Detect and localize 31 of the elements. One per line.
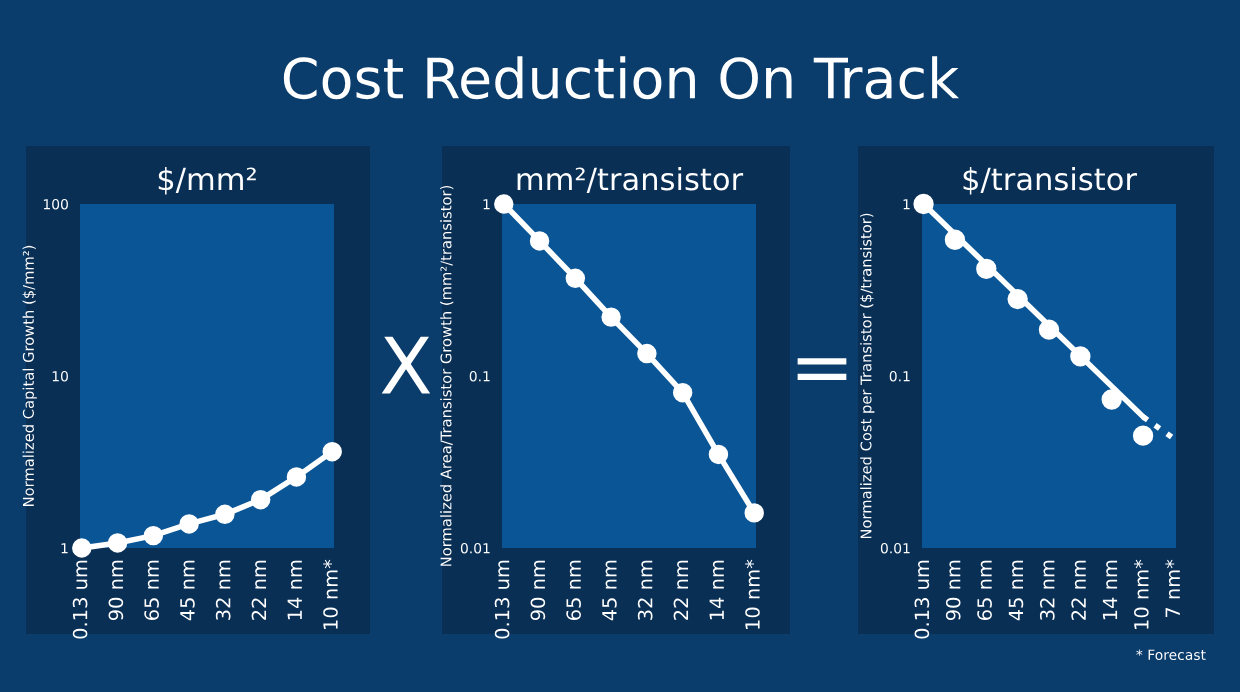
x-tick-label: 45 nm — [180, 560, 195, 621]
x-tick-label: 32 nm — [637, 560, 653, 620]
x-tick-label: 14 nm — [1102, 560, 1118, 620]
text: = — [797, 358, 847, 381]
x-tick-label: 14 nm — [709, 560, 724, 620]
x-tick-label: 10 nm* — [323, 559, 338, 629]
text: Cost Reduction On Track — [283, 56, 960, 100]
x-tick-label: 10 nm* — [745, 559, 760, 629]
x-tick-label: 65 nm — [566, 560, 581, 620]
x-tick-label: 90 nm — [530, 560, 546, 621]
x-tick-label: 90 nm — [945, 560, 961, 621]
x-tick-label: 10 nm* — [1134, 559, 1149, 629]
x-tick-label: 22 nm — [673, 560, 689, 620]
x-tick-label: 65 nm — [977, 560, 992, 620]
x-tick-label: 90 nm — [108, 560, 124, 621]
x-tick-label: 32 nm — [215, 560, 231, 620]
x-tick-label: 0.13 um — [494, 560, 510, 639]
x-tick-label: 65 nm — [144, 560, 159, 620]
x-tick-label: 32 nm — [1039, 560, 1055, 620]
x-tick-label: 45 nm — [1008, 560, 1024, 621]
chart-title: $/mm² — [158, 166, 256, 195]
x-tick-label: 45 nm — [602, 560, 617, 621]
x-tick-label: 22 nm — [1071, 560, 1086, 620]
chart-title: $/transistor — [963, 166, 1137, 195]
x-tick-label: 0.13 um — [914, 560, 930, 639]
x-tick-label: 0.13 um — [72, 560, 88, 639]
chart-title: mm²/transistor — [517, 166, 744, 193]
text: X — [381, 336, 431, 394]
x-tick-label: 7 nm* — [1165, 559, 1180, 618]
x-tick-label: 14 nm — [287, 560, 302, 620]
x-tick-label: 22 nm — [251, 560, 267, 620]
